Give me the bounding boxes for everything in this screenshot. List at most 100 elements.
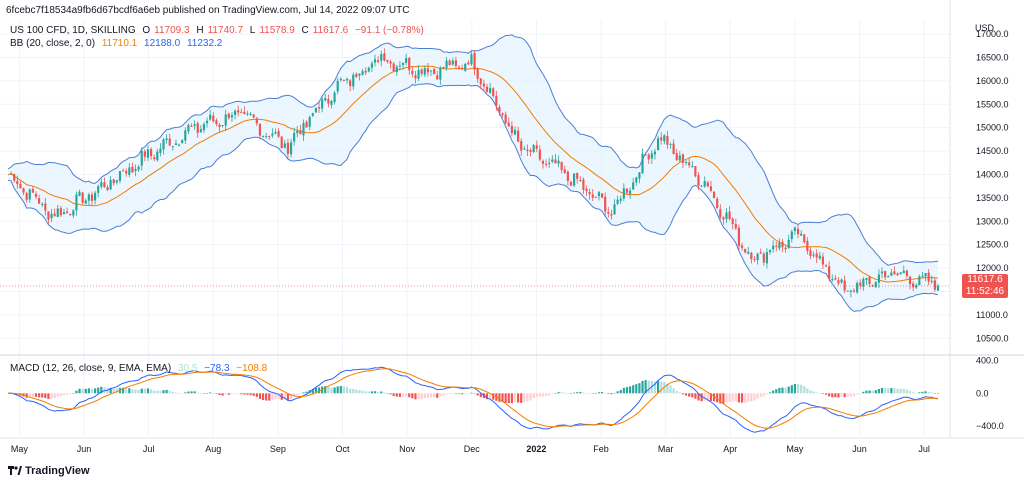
candle-body — [383, 53, 386, 61]
macd-hist-bar — [716, 393, 719, 403]
candle-body — [607, 211, 610, 214]
candle-body — [398, 65, 401, 67]
macd-hist-bar — [128, 388, 131, 394]
candle-body — [532, 145, 535, 153]
macd-hist-bar — [442, 393, 445, 396]
candle-body — [34, 193, 38, 197]
time-tick-label: Jul — [143, 444, 155, 454]
macd-hist-bar — [821, 393, 825, 394]
candle-body — [666, 135, 669, 145]
candle-body — [445, 60, 448, 68]
macd-hist-bar — [775, 389, 778, 394]
bb-legend: BB (20, close, 2, 0) 11710.1 12188.0 112… — [10, 38, 226, 49]
macd-hist-bar — [513, 393, 517, 403]
last-price: 11617.6 — [967, 273, 1003, 285]
macd-hist-bar — [740, 393, 744, 403]
candle-body — [849, 290, 852, 292]
candle-body — [880, 271, 884, 274]
price-tick-label: 13000.0 — [976, 216, 1009, 226]
candle-body — [734, 224, 737, 229]
macd-axis[interactable]: −400.0 0.0 400.0 — [976, 355, 1004, 431]
macd-hist-bar — [597, 392, 601, 394]
macd-hist-bar — [62, 393, 66, 396]
macd-hist-bar — [874, 390, 877, 394]
candle-body — [905, 270, 908, 276]
candle-body — [725, 212, 728, 220]
candle-body — [311, 113, 314, 116]
candle-body — [271, 133, 274, 136]
bollinger-band-fill — [8, 34, 938, 312]
candle-body — [215, 120, 218, 125]
candle-body — [862, 278, 865, 287]
macd-hist-bar — [828, 393, 831, 397]
candle-body — [377, 60, 380, 62]
candle-body — [554, 159, 557, 164]
macd-hist-bar — [737, 393, 741, 403]
candle-body — [389, 61, 392, 64]
macd-hist-bar — [392, 393, 395, 397]
time-tick-label: Feb — [593, 444, 609, 454]
macd-hist-bar — [669, 385, 672, 394]
bb-label[interactable]: BB (20, close, 2, 0) — [10, 38, 96, 49]
candle-body — [240, 111, 243, 113]
macd-hist-bar — [856, 393, 859, 395]
macd-label[interactable]: MACD (12, 26, close, 9, EMA, EMA) — [10, 363, 172, 374]
candle-body — [224, 114, 227, 126]
macd-hist-bar — [361, 390, 364, 394]
macd-hist-bar — [286, 393, 290, 401]
macd-hist-bar — [784, 387, 787, 394]
macd-hist-bar — [205, 393, 209, 394]
macd-hist-bar — [305, 391, 308, 394]
tradingview-logo[interactable]: TradingView — [8, 465, 90, 477]
macd-signal-value: −108.8 — [236, 363, 268, 374]
candle-body — [261, 135, 265, 137]
candle-body — [831, 278, 834, 281]
candle-body — [846, 290, 849, 292]
macd-hist-bar — [585, 392, 588, 394]
macd-hist-bar — [476, 393, 479, 396]
macd-hist-bar — [628, 386, 632, 394]
macd-hist-bar — [283, 393, 286, 400]
candle-body — [205, 120, 209, 124]
macd-hist-bar — [812, 391, 815, 394]
candle-body — [884, 271, 887, 278]
macd-hist-bar — [793, 384, 797, 394]
candle-body — [199, 129, 202, 133]
candle-body — [299, 130, 302, 135]
candle-body — [268, 136, 271, 138]
macd-hist-bar — [859, 393, 862, 394]
price-tick-label: 12000.0 — [976, 263, 1009, 273]
candle-body — [523, 148, 526, 150]
macd-hist-bar — [837, 393, 840, 398]
time-axis[interactable]: May Jun Jul Aug Sep Oct Nov Dec 2022 Feb Mar Apr May… — [11, 444, 930, 454]
macd-hist-bar — [398, 393, 401, 397]
candle-body — [128, 167, 131, 175]
candle-body — [187, 124, 190, 132]
macd-hist-bar — [209, 392, 212, 394]
macd-hist-bar — [299, 393, 302, 395]
candle-body — [538, 149, 541, 160]
macd-hist-bar — [97, 387, 100, 394]
candle-body — [712, 191, 716, 198]
macd-hist-bar — [317, 387, 321, 394]
symbol-name[interactable]: US 100 CFD, 1D, SKILLING — [10, 25, 136, 36]
candle-body — [535, 145, 538, 149]
candle-body — [50, 213, 53, 219]
candle-body — [821, 256, 825, 265]
candle-body — [243, 111, 246, 114]
macd-hist-bar — [806, 388, 809, 394]
price-axis[interactable]: 10500.011000.011500.012000.012500.013000… — [976, 29, 1009, 343]
candle-body — [796, 228, 800, 235]
macd-hist-bar — [352, 388, 355, 394]
candle-body — [815, 253, 818, 258]
candle-body — [100, 182, 103, 187]
candle-body — [818, 255, 821, 259]
candle-body — [255, 118, 258, 124]
candle-body — [716, 198, 719, 209]
candle-body — [737, 227, 741, 247]
candle-body — [675, 153, 678, 161]
macd-hist-bar — [815, 392, 818, 394]
macd-hist-bar — [296, 393, 299, 396]
candles — [10, 48, 940, 298]
macd-hist-bar — [641, 380, 644, 394]
